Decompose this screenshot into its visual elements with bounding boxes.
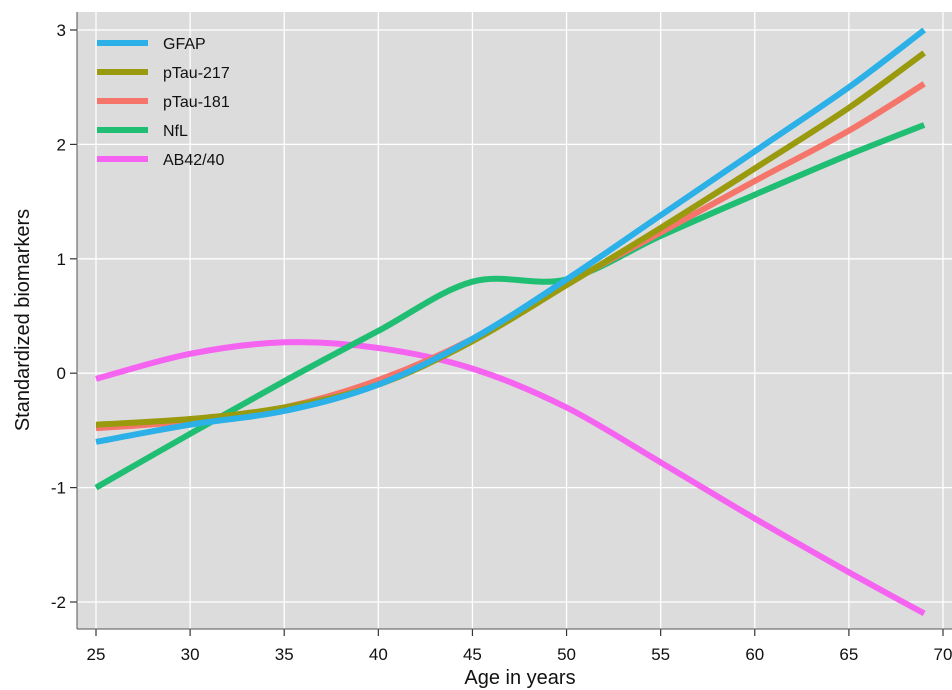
y-tick-label: -1 [51,479,66,498]
x-tick-label: 70 [934,645,952,664]
legend-label-ptau-181: pTau-181 [163,94,230,111]
x-tick-label: 40 [369,645,388,664]
x-tick-label: 30 [181,645,200,664]
x-tick-label: 50 [557,645,576,664]
y-tick-label: 1 [57,250,66,269]
series-line-gfap [95,27,927,445]
legend-label-ab42-40: AB42/40 [163,152,224,169]
x-tick-label: 55 [651,645,670,664]
y-tick-label: -2 [51,593,66,612]
gridlines [77,12,952,629]
series-lines [94,27,927,617]
x-tick-label: 60 [745,645,764,664]
x-tick-label: 65 [839,645,858,664]
legend: GFAP pTau-217 pTau-181 NfL AB42/40 [97,36,230,169]
axes: 25 30 35 40 45 50 55 60 65 70 -2 -1 0 1 2 3 [51,12,952,664]
x-axis-title: Age in years [464,667,575,689]
x-tick-label: 25 [87,645,106,664]
y-tick-label: 2 [57,135,66,154]
y-axis-title: Standardized biomarkers [12,209,34,431]
x-tick-label: 45 [463,645,482,664]
legend-label-nfl: NfL [163,123,188,140]
series-line-nfl [94,122,926,491]
y-tick-label: 3 [57,21,66,40]
x-tick-label: 35 [275,645,294,664]
legend-label-ptau-217: pTau-217 [163,65,230,82]
series-line-ptau-217 [95,50,926,428]
series-line-ab42-40 [95,339,926,617]
legend-label-gfap: GFAP [163,36,206,53]
y-tick-label: 0 [57,364,66,383]
